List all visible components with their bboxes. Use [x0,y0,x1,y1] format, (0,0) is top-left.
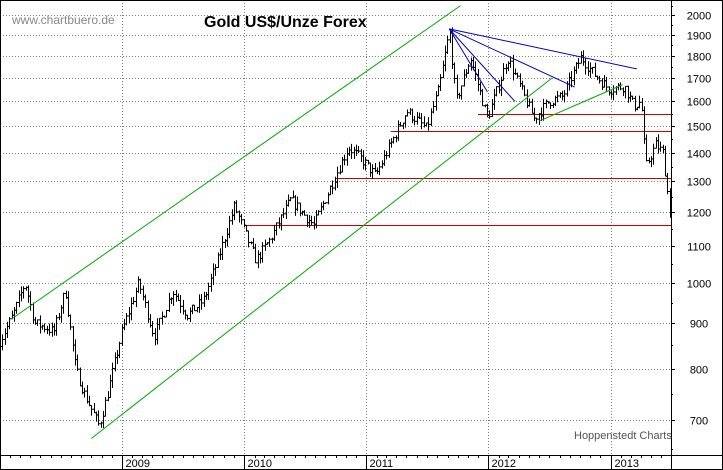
trend-line [449,28,637,70]
axis-labels-layer: 700 800 900 1000 1100 1200 1300 1400 1500 1600 170… [126,11,712,470]
trend-line [11,5,461,320]
watermark: www.chartbuero.de [11,13,115,27]
x-tick-label: 2011 [370,458,394,470]
x-tick-label: 2012 [492,458,516,470]
y-tick-label: 1600 [687,97,711,109]
y-tick-label: 1700 [687,74,711,86]
y-tick-label: 1500 [687,122,711,134]
x-tick-label: 2009 [126,458,150,470]
trend-line [449,28,575,88]
y-tick-label: 1800 [687,52,711,64]
y-tick-label: 800 [690,365,708,377]
y-tick-label: 900 [690,319,708,331]
chart-title: Gold US$/Unze Forex [204,14,367,31]
trend-line [448,28,488,93]
trend-line [539,84,623,122]
grid-layer [0,0,671,455]
x-tick-label: 2010 [248,458,272,470]
horizontal-levels-layer [244,114,671,226]
trend-line [448,28,516,102]
trend-line [91,77,553,439]
x-tick-label: 2013 [615,458,639,470]
y-tick-label: 700 [690,416,708,428]
y-tick-label: 1900 [687,31,711,43]
trend-lines-layer [11,5,637,439]
y-tick-label: 1300 [687,177,711,189]
price-layer [0,27,672,428]
credit-label: Hoppenstedt Charts [574,430,672,442]
y-tick-label: 1100 [687,242,711,254]
y-tick-label: 1400 [687,149,711,161]
y-tick-label: 1200 [687,208,711,220]
y-tick-label: 2000 [687,11,711,23]
y-tick-label: 1000 [687,279,711,291]
